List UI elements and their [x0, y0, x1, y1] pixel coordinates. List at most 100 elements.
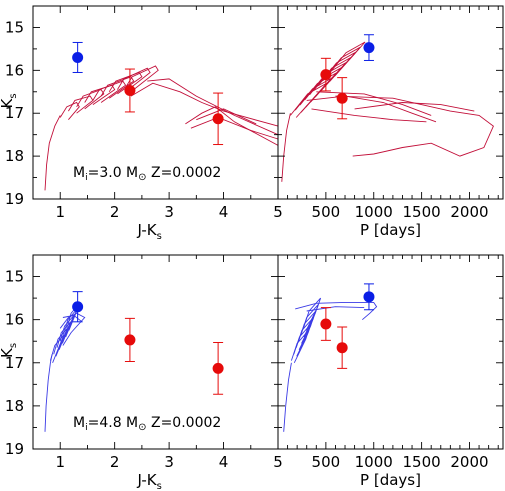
ticks: [278, 5, 503, 200]
model-track: [49, 334, 65, 363]
model-track: [68, 95, 94, 114]
y-tick-label: 15: [5, 18, 24, 36]
x-axis-label: P [days]: [360, 221, 421, 239]
model-track: [59, 312, 86, 346]
y-tick-label: 19: [5, 190, 24, 208]
model-track: [354, 102, 475, 112]
y-axis-label: Ks: [0, 93, 19, 108]
x-tick-label: 3: [164, 203, 174, 221]
data-marker: [212, 362, 224, 374]
data-marker: [212, 113, 224, 125]
data-point: [72, 291, 84, 323]
data-point: [363, 283, 375, 311]
x-tick-label: 1500: [403, 203, 441, 221]
y-tick-label: 17: [5, 354, 24, 372]
data-point: [124, 317, 136, 362]
panel-bottom-left: 1 2 3 4 5 15 16 17 18 19 J-Ks Ks Mi=4.8 M⊙ Z=0.0002: [0, 254, 283, 491]
model-track: [306, 306, 365, 312]
model-track: [335, 95, 494, 157]
x-tick-label: 5: [273, 453, 283, 471]
model-track: [306, 95, 437, 123]
model-tracks: [44, 65, 279, 191]
x-axis-label: J-Ks: [137, 471, 162, 491]
x-tick-label: 1: [55, 203, 65, 221]
data-marker: [363, 42, 375, 54]
model-track: [56, 321, 72, 350]
y-tick-label: 18: [5, 397, 24, 415]
x-tick-label: 4: [219, 203, 229, 221]
y-tick-label: 16: [5, 61, 24, 79]
data-point: [72, 41, 84, 73]
panel-top-right: 500 1000 1500 2000 P [days]: [277, 5, 504, 239]
model-track: [190, 117, 279, 140]
ticks: [278, 254, 503, 450]
data-marker: [124, 334, 136, 346]
model-track: [316, 91, 432, 116]
model-track: [283, 362, 292, 432]
model-track: [328, 41, 366, 77]
panel-bottom-right: 500 1000 1500 2000 P [days]: [277, 254, 504, 489]
x-tick-label: 3: [164, 453, 174, 471]
y-tick-label: 19: [5, 440, 24, 458]
x-tick-label: 2000: [450, 453, 488, 471]
data-point: [212, 92, 224, 146]
y-tick-label: 16: [5, 311, 24, 329]
axes-frame: [277, 5, 504, 200]
y-tick-label: 18: [5, 147, 24, 165]
x-tick-label: 500: [312, 453, 341, 471]
data-point: [336, 77, 348, 120]
x-tick-label: 1000: [355, 203, 393, 221]
model-track: [53, 328, 68, 357]
x-tick-label: 1: [55, 453, 65, 471]
model-track: [117, 67, 151, 93]
y-tick-label: 15: [5, 268, 24, 286]
model-track: [302, 297, 322, 331]
x-tick-label: 2: [110, 453, 120, 471]
x-tick-label: 1500: [403, 453, 441, 471]
data-point: [124, 68, 136, 113]
data-point: [212, 342, 224, 395]
model-track: [311, 108, 427, 123]
model-track: [59, 101, 80, 120]
data-marker: [320, 318, 332, 330]
x-tick-label: 500: [312, 203, 341, 221]
model-track: [147, 78, 279, 136]
data-point: [363, 34, 375, 61]
ticks: [32, 5, 279, 200]
axes-frame: [277, 254, 504, 450]
model-annotation: Mi=4.8 M⊙ Z=0.0002: [73, 415, 221, 433]
model-track: [295, 301, 378, 321]
x-axis-label: P [days]: [360, 471, 421, 489]
model-track: [44, 354, 53, 432]
model-track: [281, 113, 291, 182]
model-track: [196, 108, 257, 125]
model-track: [130, 82, 279, 127]
model-annotation: Mi=3.0 M⊙ Z=0.0002: [73, 165, 221, 183]
model-track: [62, 314, 83, 323]
data-point: [336, 326, 348, 369]
data-marker: [336, 342, 348, 354]
x-tick-label: 2: [110, 203, 120, 221]
data-marker: [124, 84, 136, 96]
data-marker: [363, 291, 375, 303]
ticks: [32, 254, 279, 450]
data-marker: [72, 51, 84, 63]
data-marker: [336, 92, 348, 104]
model-track: [108, 71, 143, 95]
model-track: [44, 115, 61, 191]
data-marker: [72, 301, 84, 313]
x-axis-label: J-Ks: [137, 221, 162, 242]
model-track: [76, 89, 105, 110]
model-tracks: [281, 41, 494, 182]
y-axis-label: Ks: [0, 343, 19, 358]
data-marker: [320, 69, 332, 81]
x-tick-label: 5: [273, 203, 283, 221]
data-point: [320, 57, 332, 92]
x-tick-label: 1000: [355, 453, 393, 471]
x-tick-label: 2000: [450, 203, 488, 221]
data-point: [320, 307, 332, 341]
model-track: [84, 84, 116, 105]
panel-top-left: 1 2 3 4 5 15 16 17 18 19 J-Ks Ks Mi=3.0 M⊙ Z=0.0002: [0, 5, 283, 242]
y-tick-label: 17: [5, 104, 24, 122]
